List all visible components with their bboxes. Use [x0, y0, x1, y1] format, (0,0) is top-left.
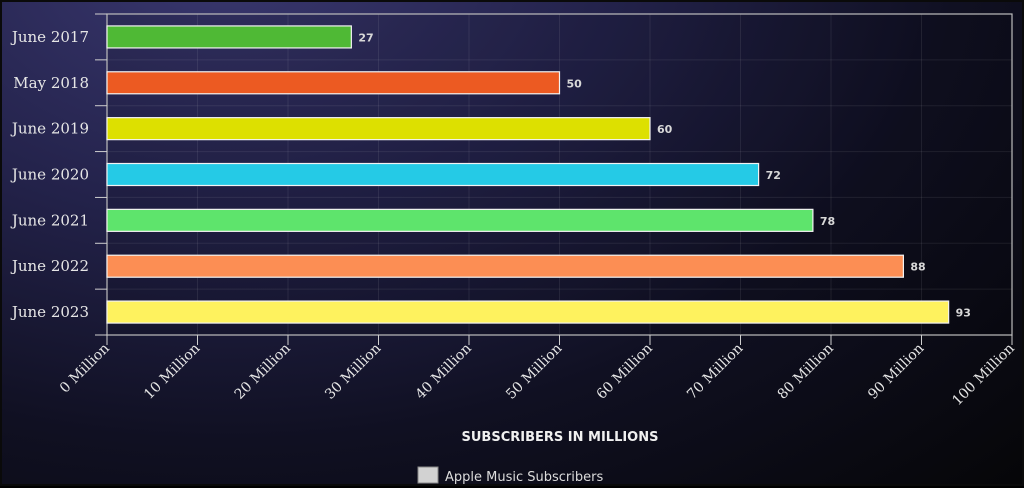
- bar[interactable]: [106, 117, 651, 141]
- x-tick-label: 0 Million: [57, 341, 113, 397]
- category-label: June 2017: [10, 28, 89, 46]
- bar-value-label: 27: [358, 31, 373, 44]
- bar-value-label: 88: [910, 261, 925, 274]
- category-label: June 2023: [10, 303, 89, 321]
- category-label: June 2021: [10, 211, 89, 229]
- legend-swatch[interactable]: [417, 466, 439, 484]
- x-tick-label: 10 Million: [141, 341, 203, 403]
- bar-value-label: 78: [820, 215, 835, 228]
- bars: [106, 25, 950, 324]
- bar[interactable]: [106, 71, 561, 95]
- bar-value-label: 50: [567, 77, 583, 90]
- bar[interactable]: [106, 208, 814, 232]
- x-tick-label: 30 Million: [322, 341, 384, 403]
- x-tick-label: 90 Million: [865, 341, 927, 403]
- x-tick-label: 80 Million: [775, 341, 837, 403]
- bar[interactable]: [106, 162, 760, 187]
- category-label: June 2019: [10, 120, 89, 138]
- bar-value-label: 93: [956, 307, 971, 320]
- x-axis-title: SUBSCRIBERS IN MILLIONS: [462, 430, 659, 445]
- grid: [107, 14, 1012, 335]
- x-tick-label: 40 Million: [413, 341, 475, 403]
- legend[interactable]: Apple Music Subscribers: [417, 466, 603, 485]
- x-tick-label: 50 Million: [503, 341, 565, 403]
- x-tick-label: 100 Million: [949, 341, 1018, 410]
- x-tick-label: 20 Million: [232, 341, 294, 403]
- bar[interactable]: [106, 25, 352, 49]
- category-label: June 2020: [10, 166, 89, 184]
- x-tick-label: 70 Million: [684, 341, 746, 403]
- legend-label[interactable]: Apple Music Subscribers: [445, 470, 603, 485]
- bar-value-label: 60: [657, 123, 673, 136]
- category-labels: June 2017 May 2018 June 2019 June 2020 June …: [10, 28, 89, 321]
- value-labels: 27 50 60 72 78 88 93: [358, 31, 971, 319]
- category-label: May 2018: [13, 74, 89, 92]
- x-tick-label: 60 Million: [594, 341, 656, 403]
- bar-value-label: 72: [766, 169, 781, 182]
- bar[interactable]: [106, 300, 950, 324]
- bar[interactable]: [106, 254, 905, 278]
- category-label: June 2022: [10, 257, 89, 275]
